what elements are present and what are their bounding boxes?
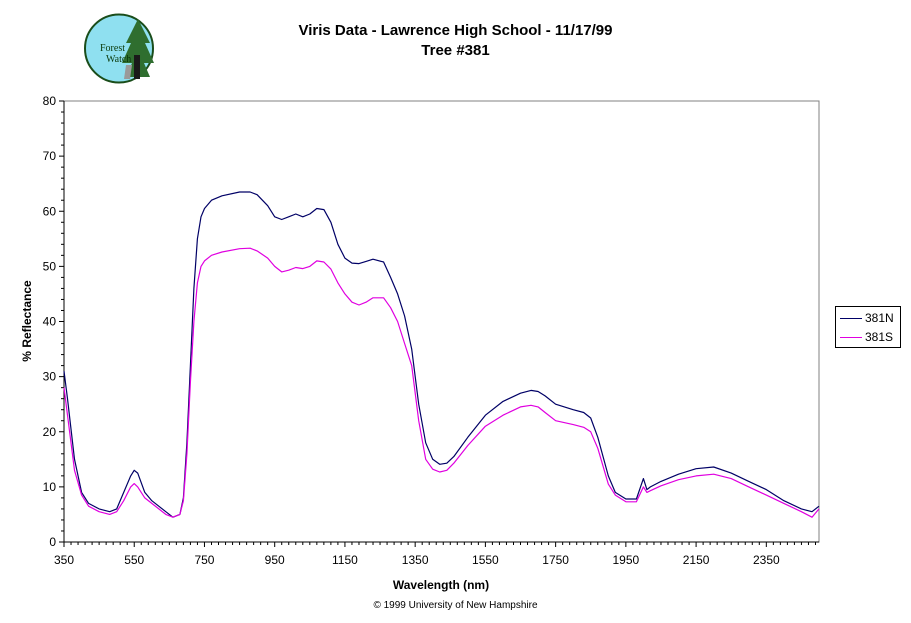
y-tick-label: 30 [43, 370, 57, 384]
legend-swatch-381n [840, 317, 862, 319]
series-line-381n [63, 191, 820, 518]
y-tick-label: 40 [43, 315, 57, 329]
x-tick-label: 1350 [402, 553, 429, 567]
x-tick-label: 1750 [542, 553, 569, 567]
x-tick-label: 1150 [332, 553, 358, 567]
y-tick-label: 20 [43, 425, 57, 439]
x-tick-label: 950 [265, 553, 285, 567]
series-line-381s [63, 247, 820, 518]
y-tick-label: 10 [43, 480, 57, 494]
y-tick-label: 0 [49, 535, 56, 549]
x-axis-title: Wavelength (nm) [393, 578, 489, 592]
axes: 0 10 20 30 40 50 60 70 80 350 550 750 950 1150 1350 155… [43, 94, 819, 567]
logo-text-2: Watch [106, 54, 131, 65]
y-tick-label: 70 [43, 149, 57, 163]
legend-label-381s: 381S [865, 330, 894, 344]
forest-watch-logo: Forest Watch [82, 13, 156, 84]
legend-item-381n: 381N [840, 310, 894, 326]
x-tick-label: 1950 [613, 553, 640, 567]
x-tick-label: 2150 [683, 553, 710, 567]
legend-item-381s: 381S [840, 329, 893, 345]
x-tick-label: 350 [54, 553, 74, 567]
chart-subtitle: Tree #381 [421, 42, 490, 59]
y-tick-label: 80 [43, 94, 57, 108]
series-layer [63, 191, 820, 518]
y-tick-label: 50 [43, 259, 57, 273]
x-tick-label: 1550 [472, 553, 499, 567]
chart-title: Viris Data - Lawrence High School - 11/1… [298, 22, 613, 39]
forest-watch-logo-icon: Forest Watch [84, 13, 154, 84]
x-tick-label: 2350 [753, 553, 780, 567]
copyright-text: © 1999 University of New Hampshire [373, 600, 538, 611]
y-tick-label: 60 [43, 204, 57, 218]
plot-area [63, 100, 820, 543]
y-axis-title: % Reflectance [20, 280, 34, 362]
legend-swatch-381s [840, 336, 862, 338]
logo-text-1: Forest [100, 43, 125, 54]
x-tick-label: 750 [194, 553, 214, 567]
legend: 381N 381S [835, 306, 901, 348]
x-tick-label: 550 [124, 553, 144, 567]
legend-label-381n: 381N [865, 311, 894, 325]
